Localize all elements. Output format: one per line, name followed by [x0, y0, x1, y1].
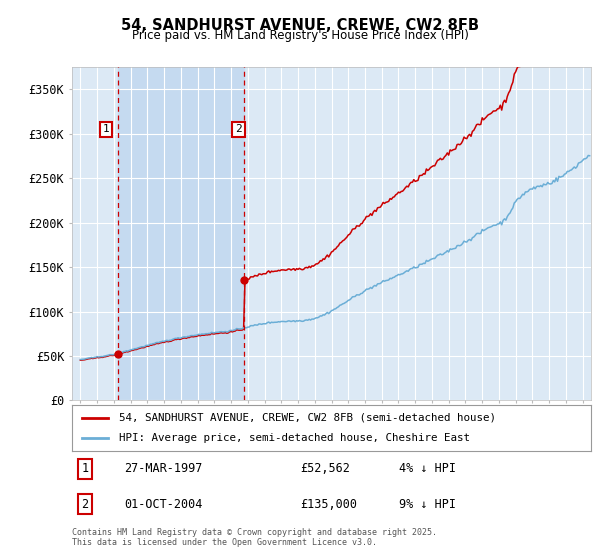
- Text: 27-MAR-1997: 27-MAR-1997: [124, 463, 202, 475]
- Text: 4% ↓ HPI: 4% ↓ HPI: [399, 463, 456, 475]
- Text: 2: 2: [235, 124, 242, 134]
- Text: 54, SANDHURST AVENUE, CREWE, CW2 8FB: 54, SANDHURST AVENUE, CREWE, CW2 8FB: [121, 18, 479, 33]
- Text: £135,000: £135,000: [301, 497, 358, 511]
- Text: Price paid vs. HM Land Registry's House Price Index (HPI): Price paid vs. HM Land Registry's House …: [131, 29, 469, 42]
- Text: 2: 2: [82, 497, 89, 511]
- Text: £52,562: £52,562: [301, 463, 350, 475]
- Text: 1: 1: [82, 463, 89, 475]
- Bar: [118, 67, 244, 400]
- Text: 54, SANDHURST AVENUE, CREWE, CW2 8FB (semi-detached house): 54, SANDHURST AVENUE, CREWE, CW2 8FB (se…: [119, 413, 496, 423]
- Text: HPI: Average price, semi-detached house, Cheshire East: HPI: Average price, semi-detached house,…: [119, 433, 470, 443]
- Text: Contains HM Land Registry data © Crown copyright and database right 2025.
This d: Contains HM Land Registry data © Crown c…: [72, 528, 437, 547]
- Text: 9% ↓ HPI: 9% ↓ HPI: [399, 497, 456, 511]
- Text: 1: 1: [103, 124, 109, 134]
- Text: 01-OCT-2004: 01-OCT-2004: [124, 497, 202, 511]
